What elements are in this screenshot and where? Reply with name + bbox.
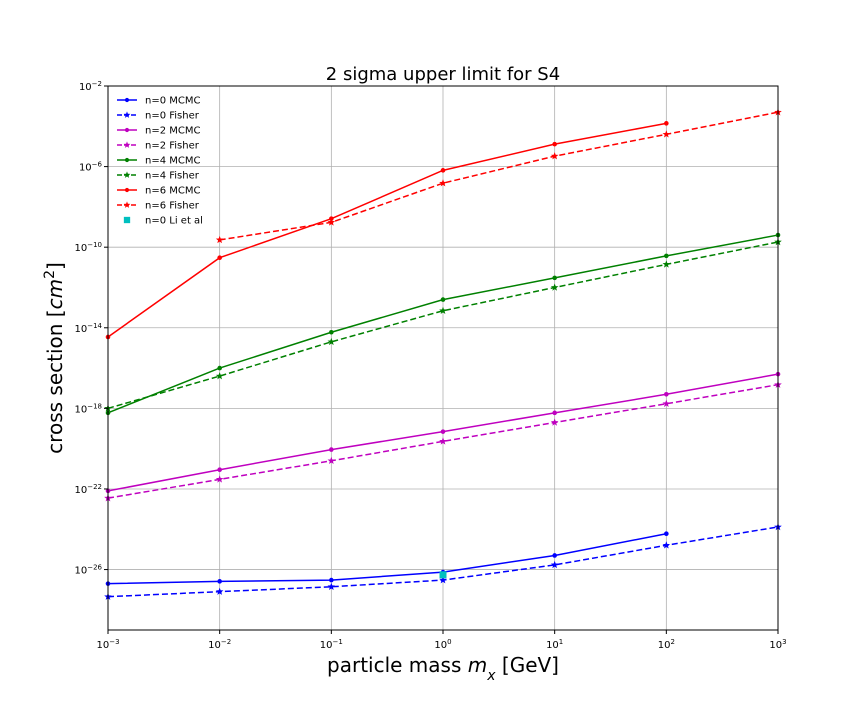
- data-point: [217, 255, 222, 261]
- data-point: [550, 418, 559, 426]
- data-point: [550, 152, 559, 160]
- legend-label: n=0 Fisher: [145, 111, 200, 122]
- data-point: [552, 410, 557, 416]
- y-tick-label: 10−14: [74, 322, 102, 335]
- y-axis: 10−26 10−22 10−18 10−14 10−10 10−6 10−2: [74, 80, 108, 577]
- series-line: [107, 122, 667, 338]
- x-axis-title: particle mass mx [GeV]: [327, 653, 559, 684]
- data-point: [552, 141, 557, 147]
- data-point: [215, 235, 224, 244]
- legend-entry: n=6 Fisher: [117, 201, 200, 212]
- data-point: [550, 283, 559, 291]
- y-tick-label: 10−10: [74, 241, 102, 254]
- data-point: [439, 571, 447, 579]
- data-point: [439, 437, 447, 445]
- y-axis-title: cross section [cm2]: [42, 262, 67, 454]
- data-point: [215, 372, 224, 380]
- data-point: [440, 168, 446, 173]
- data-point: [439, 179, 447, 187]
- y-tick-label: 10−22: [74, 483, 102, 496]
- legend-marker: [124, 97, 130, 103]
- x-tick-label: 10−1: [320, 638, 343, 651]
- legend-label: n=0 MCMC: [145, 96, 200, 107]
- data-point: [329, 447, 334, 452]
- legend-entry: n=4 MCMC: [117, 156, 200, 167]
- x-tick-label: 10−2: [208, 638, 231, 651]
- legend-marker: [123, 201, 131, 208]
- data-point: [329, 577, 334, 583]
- data-point: [215, 587, 224, 595]
- legend-entry: n=4 Fisher: [117, 171, 200, 182]
- legend-entry: n=0 Fisher: [117, 111, 200, 122]
- data-point: [440, 297, 446, 302]
- y-tick-label: 10−6: [79, 161, 103, 174]
- data-point: [327, 218, 336, 226]
- data-point: [552, 275, 557, 281]
- x-tick-label: 102: [658, 638, 675, 651]
- legend-marker: [123, 141, 131, 148]
- series-line: [107, 532, 667, 585]
- legend-marker: [124, 187, 130, 193]
- x-tick-label: 100: [434, 638, 451, 651]
- legend-marker: [123, 111, 131, 118]
- x-tick-label: 10−3: [96, 638, 119, 651]
- data-point: [439, 576, 447, 584]
- data-point: [327, 456, 336, 465]
- data-point: [439, 306, 447, 314]
- y-tick-label: 10−26: [74, 564, 102, 577]
- x-tick-label: 101: [546, 638, 563, 651]
- legend-marker: [123, 216, 131, 224]
- x-axis: 10−3 10−2 10−1 100 101 102 103: [96, 630, 787, 651]
- legend-marker: [124, 127, 130, 133]
- data-point: [662, 541, 671, 549]
- series-layer: [104, 108, 782, 600]
- legend-entry: n=2 Fisher: [117, 141, 200, 152]
- legend-entry: n=0 MCMC: [117, 96, 200, 107]
- data-point: [662, 130, 671, 138]
- data-point: [215, 475, 224, 483]
- legend-label: n=6 MCMC: [145, 186, 200, 197]
- data-point: [217, 467, 222, 473]
- data-point: [329, 329, 334, 335]
- data-point: [662, 260, 671, 268]
- data-point: [552, 553, 557, 558]
- series-line: [219, 111, 779, 241]
- data-point: [217, 365, 222, 371]
- data-point: [327, 582, 336, 590]
- data-point: [550, 560, 559, 569]
- legend-marker: [123, 171, 131, 178]
- y-tick-label: 10−2: [79, 80, 102, 93]
- legend-label: n=6 Fisher: [145, 201, 200, 212]
- data-point: [440, 429, 446, 434]
- data-point: [664, 391, 669, 397]
- data-point: [217, 579, 222, 584]
- series-8: [439, 571, 447, 579]
- legend-label: n=4 MCMC: [145, 156, 200, 167]
- data-point: [662, 399, 671, 407]
- legend-marker: [124, 157, 130, 163]
- y-tick-label: 10−18: [74, 402, 102, 415]
- data-point: [327, 337, 336, 346]
- series-4: [105, 232, 781, 416]
- legend-entry: n=2 MCMC: [117, 126, 200, 137]
- legend-label: n=4 Fisher: [145, 171, 200, 182]
- legend-entry: n=6 MCMC: [117, 186, 200, 197]
- series-6: [105, 121, 669, 340]
- data-point: [664, 121, 669, 126]
- data-point: [664, 531, 669, 537]
- series-2: [105, 371, 781, 494]
- data-point: [664, 253, 669, 259]
- x-tick-label: 103: [769, 638, 786, 651]
- legend-label: n=2 Fisher: [145, 141, 200, 152]
- legend-label: n=0 Li et al: [145, 216, 203, 227]
- legend-entry: n=0 Li et al: [123, 216, 203, 227]
- legend-label: n=2 MCMC: [145, 126, 200, 137]
- legend: n=0 MCMC n=0 Fisher n=2 MCMC n=2 Fisher n=4 …: [117, 96, 203, 227]
- chart-title: 2 sigma upper limit for S4: [326, 64, 560, 85]
